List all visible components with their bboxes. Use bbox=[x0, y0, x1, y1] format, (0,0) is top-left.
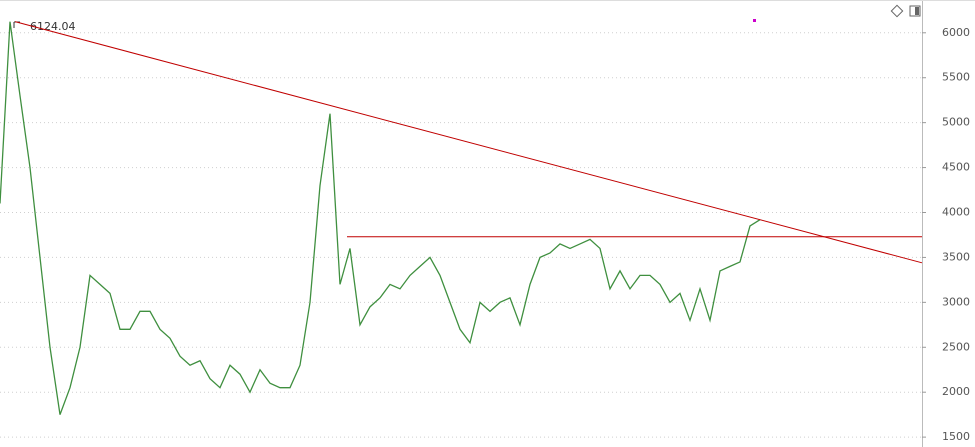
y-tick-label: 5000 bbox=[942, 116, 970, 129]
price-line bbox=[0, 21, 761, 415]
y-tick-label: 1500 bbox=[942, 430, 970, 443]
y-tick-label: 3000 bbox=[942, 295, 970, 308]
y-tick-label: 2000 bbox=[942, 385, 970, 398]
panel-icon-fill bbox=[915, 7, 919, 15]
marker-dot bbox=[753, 19, 756, 22]
y-tick-label: 3500 bbox=[942, 250, 970, 263]
y-tick-label: 6000 bbox=[942, 26, 970, 39]
diamond-icon[interactable] bbox=[890, 4, 904, 18]
y-tick-label: 4000 bbox=[942, 205, 970, 218]
y-tick-label: 5500 bbox=[942, 71, 970, 84]
peak-annotation: 6124.04 bbox=[30, 20, 76, 33]
y-tick-label: 4500 bbox=[942, 161, 970, 174]
y-tick-label: 2500 bbox=[942, 340, 970, 353]
trend-line bbox=[14, 21, 923, 264]
panel-icon[interactable] bbox=[909, 5, 921, 17]
